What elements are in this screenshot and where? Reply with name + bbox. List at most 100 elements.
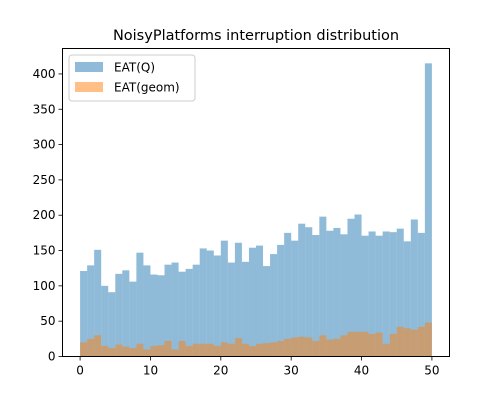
y-tick-label: 100 xyxy=(33,279,56,293)
y-tick-label: 400 xyxy=(33,67,56,81)
bar-eat-q-44 xyxy=(389,232,397,357)
bar-eat-geom-20 xyxy=(220,342,228,357)
legend-swatch-eat-geom xyxy=(75,82,103,92)
bar-eat-geom-3 xyxy=(101,345,109,357)
bar-eat-geom-49 xyxy=(424,322,432,357)
bar-eat-geom-37 xyxy=(340,335,348,357)
bar-eat-geom-35 xyxy=(326,339,334,357)
bar-eat-q-32 xyxy=(305,227,313,357)
bars-layer xyxy=(80,63,432,357)
bar-eat-geom-28 xyxy=(277,340,285,357)
bar-eat-q-25 xyxy=(256,245,264,357)
legend: EAT(Q) EAT(geom) xyxy=(68,54,196,102)
bar-eat-geom-12 xyxy=(164,340,172,357)
bar-eat-geom-30 xyxy=(291,337,299,357)
bar-eat-q-4 xyxy=(108,292,116,357)
bar-eat-q-5 xyxy=(115,273,123,357)
bar-eat-q-17 xyxy=(199,248,207,357)
bar-eat-geom-27 xyxy=(270,342,278,357)
bar-eat-q-42 xyxy=(375,235,383,357)
bar-eat-geom-42 xyxy=(375,332,383,357)
x-tick-label: 20 xyxy=(213,364,228,378)
bar-eat-geom-29 xyxy=(284,338,292,357)
bar-eat-geom-9 xyxy=(143,349,151,357)
bar-eat-q-23 xyxy=(241,261,249,357)
bar-eat-q-15 xyxy=(185,268,193,357)
x-axis-ticks: 0 10 20 30 40 50 xyxy=(76,356,440,378)
bar-eat-q-46 xyxy=(403,241,411,357)
bar-eat-geom-34 xyxy=(319,335,327,357)
bar-eat-q-7 xyxy=(129,281,137,357)
bar-eat-q-10 xyxy=(150,274,158,357)
bar-eat-q-0 xyxy=(80,271,88,357)
bar-eat-geom-21 xyxy=(227,343,235,357)
bar-eat-geom-41 xyxy=(368,333,376,357)
bar-eat-geom-48 xyxy=(417,326,425,357)
bar-eat-geom-23 xyxy=(241,343,249,357)
bar-eat-geom-22 xyxy=(234,338,242,357)
bar-eat-q-43 xyxy=(382,231,390,357)
bar-eat-geom-44 xyxy=(389,333,397,357)
bar-eat-q-22 xyxy=(234,242,242,357)
bar-eat-q-40 xyxy=(361,235,369,357)
bar-eat-geom-38 xyxy=(347,331,355,357)
bar-eat-q-19 xyxy=(213,255,221,357)
bar-eat-q-30 xyxy=(291,240,299,357)
legend-swatch-eat-q xyxy=(75,62,103,72)
bar-eat-geom-13 xyxy=(171,349,179,357)
bar-eat-q-2 xyxy=(94,249,102,357)
y-tick-label: 150 xyxy=(33,244,56,258)
bar-eat-geom-15 xyxy=(185,345,193,357)
chart-title: NoisyPlatforms interruption distribution xyxy=(113,28,399,44)
bar-eat-geom-25 xyxy=(256,343,264,357)
bar-eat-q-21 xyxy=(227,262,235,357)
x-tick-label: 40 xyxy=(354,364,369,378)
y-tick-label: 300 xyxy=(33,138,56,152)
bar-eat-q-35 xyxy=(326,230,334,357)
bar-eat-q-20 xyxy=(220,240,228,357)
bar-eat-geom-17 xyxy=(199,343,207,357)
bar-eat-geom-7 xyxy=(129,348,137,357)
bar-eat-geom-6 xyxy=(122,346,130,357)
bar-eat-q-11 xyxy=(157,275,165,357)
bar-eat-q-18 xyxy=(206,250,214,357)
bar-eat-geom-39 xyxy=(354,331,362,357)
y-tick-label: 50 xyxy=(40,314,55,328)
bar-eat-q-31 xyxy=(298,223,306,357)
bar-eat-q-28 xyxy=(277,244,285,357)
bar-eat-geom-10 xyxy=(150,345,158,357)
x-tick-label: 0 xyxy=(76,364,84,378)
legend-label-eat-q: EAT(Q) xyxy=(114,61,155,75)
bar-eat-q-45 xyxy=(396,228,404,357)
bar-eat-q-29 xyxy=(284,232,292,357)
legend-label-eat-geom: EAT(geom) xyxy=(114,81,180,95)
bar-eat-q-8 xyxy=(136,252,144,357)
bar-eat-geom-0 xyxy=(80,342,88,357)
bar-eat-geom-33 xyxy=(312,340,320,357)
bar-eat-q-12 xyxy=(164,264,172,357)
bar-eat-q-33 xyxy=(312,234,320,357)
bar-eat-q-47 xyxy=(410,219,418,357)
y-tick-label: 250 xyxy=(33,173,56,187)
bar-eat-q-26 xyxy=(263,266,271,357)
y-axis-ticks: 0 50 100 150 200 250 300 350 400 xyxy=(33,67,63,364)
bar-eat-geom-5 xyxy=(115,344,123,357)
bar-eat-q-37 xyxy=(340,234,348,357)
x-tick-label: 50 xyxy=(424,364,439,378)
bar-eat-geom-11 xyxy=(157,345,165,357)
y-tick-label: 200 xyxy=(33,208,56,222)
bar-eat-geom-8 xyxy=(136,343,144,357)
y-tick-label: 0 xyxy=(48,350,56,364)
bar-eat-q-16 xyxy=(192,264,200,357)
bar-eat-geom-19 xyxy=(213,345,221,357)
x-tick-label: 30 xyxy=(284,364,299,378)
bar-eat-q-1 xyxy=(87,265,95,357)
bar-eat-geom-16 xyxy=(192,343,200,357)
bar-eat-geom-46 xyxy=(403,328,411,357)
bar-eat-geom-32 xyxy=(305,337,313,357)
bar-eat-geom-24 xyxy=(248,345,256,357)
bar-eat-geom-47 xyxy=(410,329,418,357)
x-tick-label: 10 xyxy=(143,364,158,378)
bar-eat-geom-36 xyxy=(333,338,341,357)
